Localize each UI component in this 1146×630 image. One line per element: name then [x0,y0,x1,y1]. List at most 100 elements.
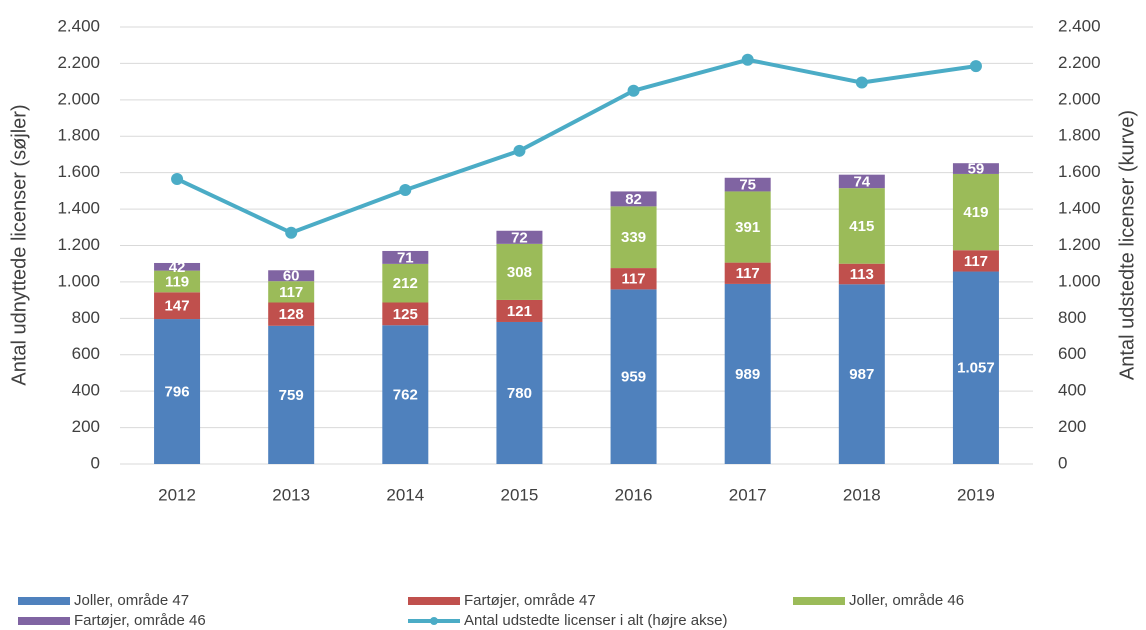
data-label: 212 [393,275,418,292]
data-label: 42 [169,259,186,276]
bar-segment [838,174,885,189]
data-label: 117 [964,253,988,270]
data-label: 759 [279,387,304,404]
y2-tick-label: 600 [1058,344,1086,363]
line-marker [741,53,754,66]
y2-tick-label: 2.000 [1058,89,1101,108]
bar-segment [154,270,201,293]
bar-segment [382,250,429,264]
x-tick-label: 2013 [272,485,310,504]
bar-segment [496,321,543,464]
data-label: 125 [393,306,418,323]
bar-segment [268,302,315,326]
data-label: 72 [511,229,528,246]
y-tick-label: 0 [91,453,100,472]
line-marker [399,183,412,196]
line-marker [285,226,298,239]
y-tick-label: 800 [72,308,100,327]
bar-segment [724,283,771,464]
y-tick-label: 2.000 [57,89,100,108]
bar-segment [268,270,315,282]
data-label: 391 [735,219,760,236]
data-label: 796 [165,383,190,400]
bar-segment [724,262,771,284]
data-label: 419 [963,204,988,221]
line-marker [627,84,640,97]
bar-segment [496,243,543,300]
x-tick-label: 2012 [158,485,196,504]
y-tick-label: 1.800 [57,126,100,145]
line-marker [969,60,982,73]
data-label: 128 [279,306,304,323]
data-label: 415 [849,218,874,235]
legend-swatch-marker [430,617,438,625]
bar-segment [382,302,429,326]
y-tick-label: 1.000 [57,271,100,290]
bar-segment [496,230,543,244]
x-tick-label: 2016 [615,485,653,504]
legend-swatch [408,597,460,605]
x-tick-label: 2019 [957,485,995,504]
data-label: 339 [621,229,646,246]
legend-swatch [18,617,70,625]
bar-segment [610,289,657,464]
data-label: 762 [393,387,418,404]
data-label: 147 [165,298,190,315]
y2-tick-label: 400 [1058,381,1086,400]
y2-tick-label: 1.600 [1058,162,1101,181]
y2-tick-label: 1.000 [1058,271,1101,290]
bar-segment [382,325,429,464]
data-label: 117 [736,265,760,282]
bar-segment [610,191,657,207]
legend-label: Joller, område 46 [849,592,964,609]
x-tick-label: 2017 [729,485,767,504]
data-label: 119 [165,273,189,290]
data-label: 121 [507,303,532,320]
y-axis-title: Antal udnyttede licenser (søjler) [8,104,30,385]
bar-segment [382,263,429,303]
data-label: 74 [853,173,870,190]
y2-tick-label: 2.200 [1058,53,1101,72]
bar-segment [154,292,201,320]
line-marker [855,76,868,89]
data-label: 959 [621,369,646,386]
data-label: 117 [279,284,303,301]
y2-tick-label: 2.400 [1058,16,1101,35]
bar-segment [154,262,201,271]
y2-tick-label: 1.200 [1058,235,1101,254]
bar-segment [838,263,885,285]
y2-tick-label: 800 [1058,308,1086,327]
legend-label: Antal udstedte licenser i alt (højre aks… [464,612,727,629]
legend-label: Joller, område 47 [74,592,189,609]
data-label: 113 [850,266,874,283]
line-marker [171,173,184,186]
bar-segment [952,250,999,272]
y-tick-label: 200 [72,417,100,436]
y-tick-label: 2.200 [57,53,100,72]
bar-segment [952,173,999,251]
y2-tick-label: 200 [1058,417,1086,436]
y2-tick-label: 1.400 [1058,199,1101,218]
data-label: 987 [849,366,874,383]
data-label: 1.057 [957,360,995,377]
y-tick-label: 600 [72,344,100,363]
data-label: 59 [968,161,985,178]
data-label: 308 [507,264,532,281]
x-tick-label: 2014 [386,485,424,504]
bar-segment [610,268,657,290]
legend-label: Fartøjer, område 47 [464,592,596,609]
bar-segment [610,206,657,269]
legend-swatch [793,597,845,605]
bar-segment [838,188,885,264]
legend-label: Fartøjer, område 46 [74,612,206,629]
x-tick-label: 2018 [843,485,881,504]
bar-segment [952,163,999,174]
bar-segment [268,325,315,464]
y2-axis-title: Antal udstedte licenser (kurve) [1116,110,1138,380]
line [176,57,977,235]
bar-segment [724,177,771,192]
data-label: 75 [739,177,756,194]
data-label: 60 [283,268,300,285]
y2-tick-label: 0 [1058,453,1067,472]
